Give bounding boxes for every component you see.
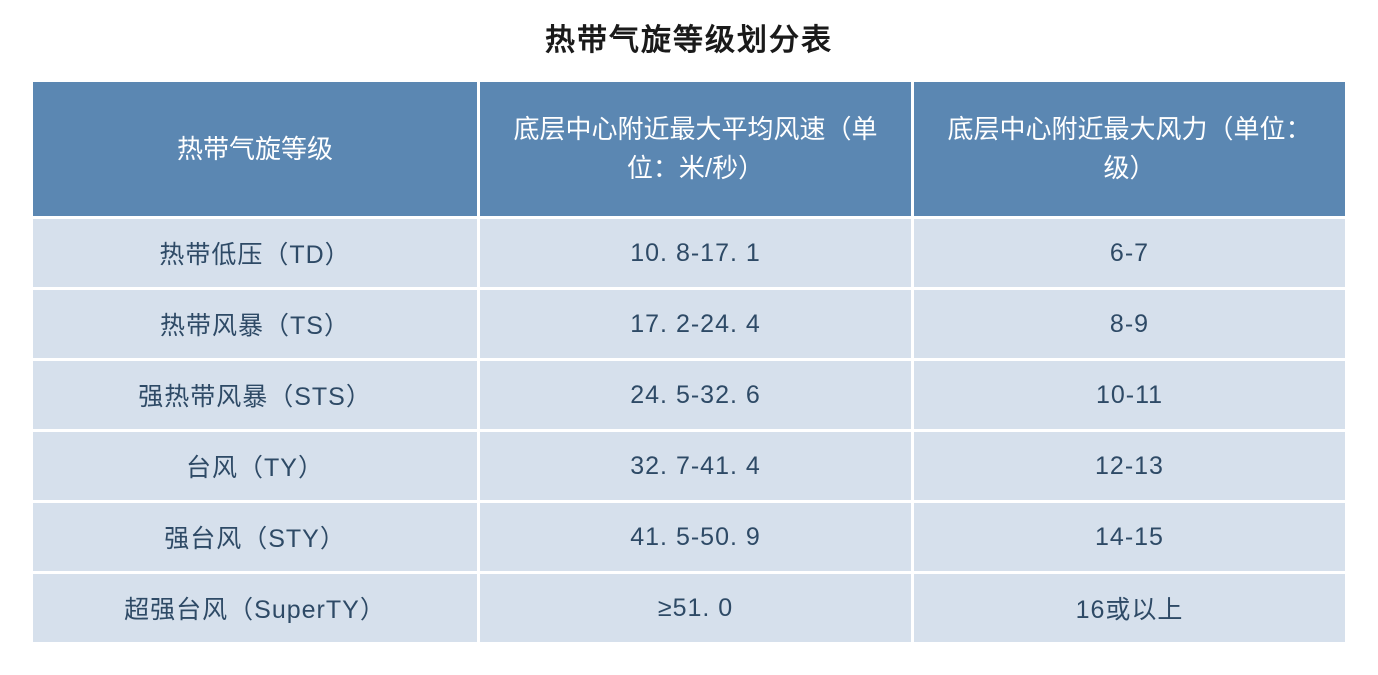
cell-windspeed: 10. 8-17. 1 [480,219,911,287]
cell-level: 热带风暴（TS） [33,290,477,358]
table-row: 热带低压（TD） 10. 8-17. 1 6-7 [33,219,1345,287]
cell-level: 超强台风（SuperTY） [33,574,477,642]
cell-windforce: 6-7 [914,219,1345,287]
cell-level: 强台风（STY） [33,503,477,571]
table-row: 热带风暴（TS） 17. 2-24. 4 8-9 [33,290,1345,358]
table-row: 强台风（STY） 41. 5-50. 9 14-15 [33,503,1345,571]
cell-windspeed: 24. 5-32. 6 [480,361,911,429]
cell-level: 强热带风暴（STS） [33,361,477,429]
cell-windspeed: 17. 2-24. 4 [480,290,911,358]
cell-windspeed: 32. 7-41. 4 [480,432,911,500]
cell-windforce: 14-15 [914,503,1345,571]
table-title: 热带气旋等级划分表 [545,15,833,59]
cell-level: 热带低压（TD） [33,219,477,287]
table-header-windforce: 底层中心附近最大风力（单位：级） [914,82,1345,216]
table-header-level: 热带气旋等级 [33,82,477,216]
cell-windforce: 16或以上 [914,574,1345,642]
cell-windforce: 10-11 [914,361,1345,429]
table-row: 强热带风暴（STS） 24. 5-32. 6 10-11 [33,361,1345,429]
table-row: 超强台风（SuperTY） ≥51. 0 16或以上 [33,574,1345,642]
cell-windspeed: 41. 5-50. 9 [480,503,911,571]
cyclone-classification-table: 热带气旋等级 底层中心附近最大平均风速（单位：米/秒） 底层中心附近最大风力（单… [30,79,1348,645]
cell-windspeed: ≥51. 0 [480,574,911,642]
cell-windforce: 12-13 [914,432,1345,500]
cell-level: 台风（TY） [33,432,477,500]
table-header-row: 热带气旋等级 底层中心附近最大平均风速（单位：米/秒） 底层中心附近最大风力（单… [33,82,1345,216]
cell-windforce: 8-9 [914,290,1345,358]
table-header-windspeed: 底层中心附近最大平均风速（单位：米/秒） [480,82,911,216]
table-row: 台风（TY） 32. 7-41. 4 12-13 [33,432,1345,500]
